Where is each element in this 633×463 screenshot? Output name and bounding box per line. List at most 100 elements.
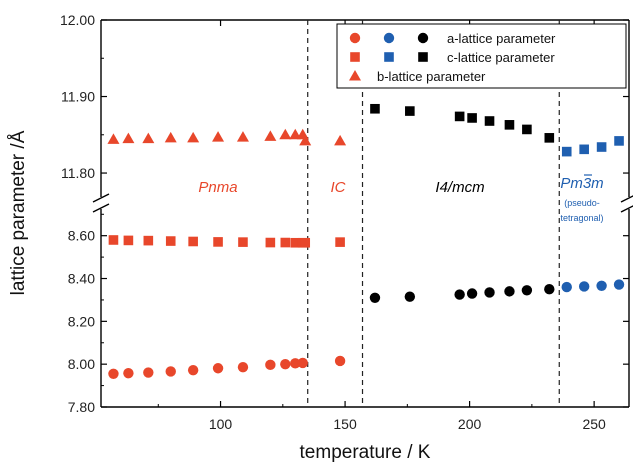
legend-marker [349,70,361,81]
legend-marker [349,32,361,44]
legend-marker [350,52,360,62]
y-tick-label: 7.80 [68,399,95,415]
plot-frame [100,19,630,408]
data-point [334,355,346,367]
y-tick-label: 8.40 [68,271,95,287]
data-point [405,106,415,116]
data-point [561,281,572,293]
data-point [370,103,380,114]
data-point [213,237,223,247]
data-point [212,131,225,142]
x-axis-ticks: 100 150 200 250 [157,20,606,432]
series [370,103,555,143]
legend-label: c-lattice parameter [447,50,555,65]
data-point [107,133,120,144]
series [561,136,624,157]
break-mask [621,198,633,208]
data-point [123,367,134,379]
data-point [188,236,198,247]
data-point [561,146,572,157]
data-point [484,287,495,298]
break-mark [92,193,110,203]
phase-note: (pseudo- [564,198,600,208]
phase-note: tetragonal) [560,213,603,223]
y-tick-label: 11.80 [61,165,95,181]
data-point [522,124,532,135]
data-point [544,284,555,295]
data-point [613,279,625,290]
data-point [165,236,176,246]
series [561,279,625,293]
data-point [238,237,248,247]
data-point [454,111,465,122]
data-point [296,128,309,140]
legend-marker [417,32,429,44]
data-point [108,368,119,380]
data-point [299,134,312,146]
x-tick-label: 200 [458,416,482,432]
data-point [335,237,345,247]
data-point [123,235,134,246]
legend-label: b-lattice parameter [377,69,486,84]
break-mark [92,203,110,213]
axis-break [92,193,633,213]
data-point [143,367,154,378]
data-point [237,361,249,373]
data-point [521,285,533,296]
legend-marker [383,32,395,44]
y-tick-label: 11.90 [61,89,95,105]
phase-label: Pm3m [560,175,603,192]
data-point [142,132,155,144]
data-point [290,358,301,369]
data-point [187,364,199,376]
break-mask [93,198,109,208]
data-point [596,142,607,152]
data-point [334,134,347,146]
y-tick-label: 8.00 [68,356,95,372]
phase-labels: Pnma IC I4/mcm Pm3m (pseudo-tetragonal) [198,174,604,223]
data-point [265,237,276,248]
data-point [212,363,224,374]
y-axis-title: lattice parameter /Å [8,130,29,295]
data-point [264,130,277,141]
data-point [143,235,154,246]
data-point [280,358,291,370]
x-tick-label: 100 [209,416,233,432]
data-points [107,103,625,380]
data-point [280,237,291,248]
data-point [578,281,590,292]
data-point [369,292,381,303]
data-point [504,120,515,130]
y-tick-label: 12.00 [60,12,95,28]
break-mark [620,205,633,213]
data-point [122,132,135,144]
data-point [404,291,416,302]
series [108,235,345,248]
y-tick-label: 8.20 [68,313,95,329]
data-point [279,128,292,140]
data-point [466,288,478,299]
data-point [265,359,276,371]
y-tick-label: 8.60 [68,228,95,244]
data-point [108,235,119,245]
data-point [504,286,515,297]
data-point [544,133,555,143]
phase-label: IC [331,179,346,196]
legend: a-lattice parameter c-lattice parameter b-… [336,23,627,89]
phase-label: Pnma [198,179,237,196]
data-point [187,131,200,143]
data-point [236,131,249,142]
legend-marker [384,52,394,62]
series [108,355,346,380]
data-point [164,131,177,143]
series [369,284,555,303]
data-point [297,357,308,369]
x-axis-title: temperature / K [300,442,431,463]
data-point [484,116,495,126]
data-point [454,289,465,300]
legend-marker [418,52,428,62]
x-tick-label: 150 [333,416,357,432]
data-point [614,136,624,146]
phase-label: I4/mcm [435,179,484,196]
